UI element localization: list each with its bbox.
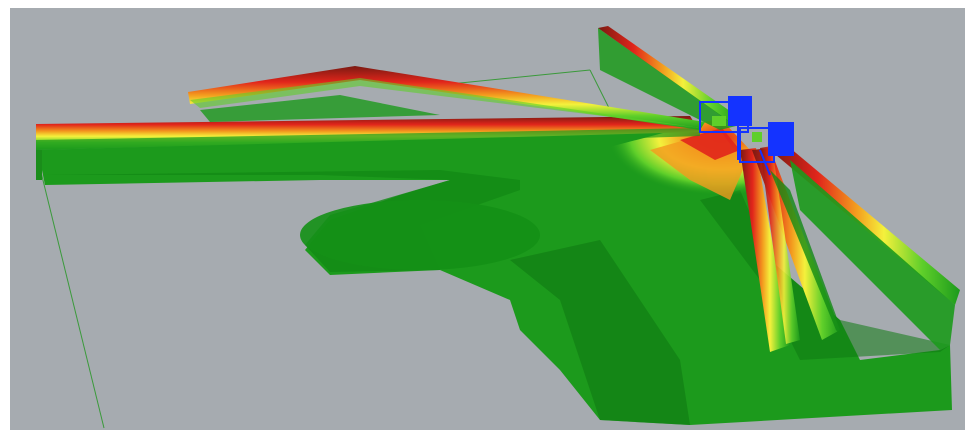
ground-outline [37, 69, 611, 429]
beam-left-long [36, 116, 700, 180]
beam-upper-left [188, 66, 705, 130]
beam-right-fan [740, 146, 960, 352]
antenna-icon [699, 96, 794, 176]
